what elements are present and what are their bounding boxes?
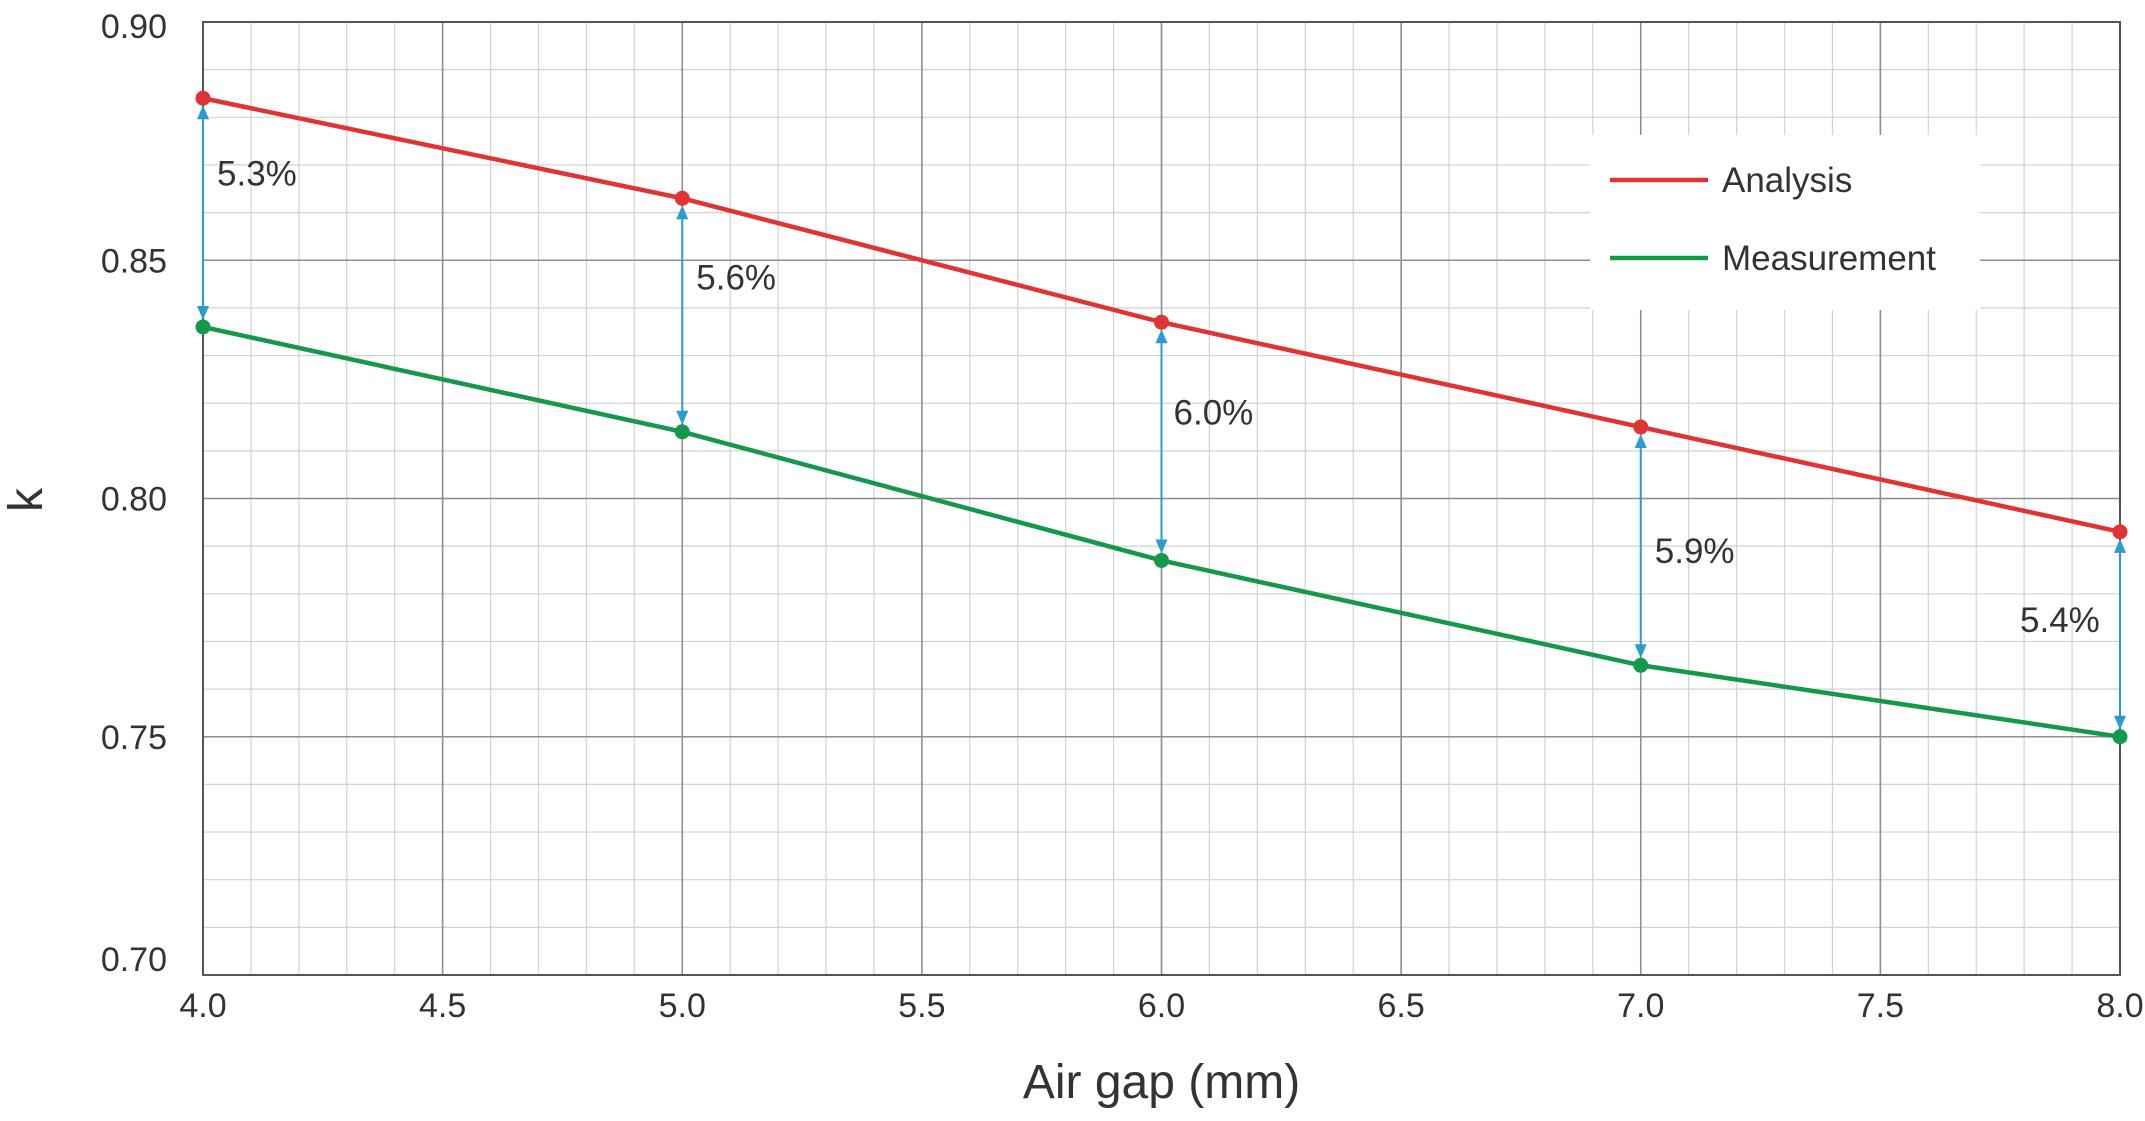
data-point-measurement	[2112, 729, 2128, 745]
y-tick-label: 0.70	[101, 941, 167, 979]
arrow-head-up	[676, 205, 689, 220]
arrow-head-down	[197, 305, 209, 320]
arrow-head-up	[1634, 434, 1647, 449]
x-axis-ticks: 4.0 4.5 5.0 5.5 6.0 6.5 7.0 7.5 8.0	[179, 987, 2143, 1025]
legend: Analysis Measurement	[1590, 135, 1980, 310]
data-point-analysis	[195, 90, 211, 106]
y-tick-label: 0.75	[101, 719, 167, 757]
series-layer	[195, 90, 2128, 745]
y-tick-label: 0.90	[101, 8, 167, 46]
x-tick-label: 4.0	[179, 987, 226, 1025]
x-tick-label: 6.0	[1138, 987, 1185, 1025]
x-tick-label: 4.5	[419, 987, 466, 1025]
x-tick-label: 7.0	[1617, 987, 1664, 1025]
arrow-head-down	[2114, 715, 2126, 730]
x-tick-label: 5.0	[659, 987, 706, 1025]
legend-background	[1590, 135, 1980, 310]
x-tick-label: 7.5	[1857, 987, 1904, 1025]
x-tick-label: 6.5	[1377, 987, 1424, 1025]
arrow-head-up	[2114, 538, 2126, 553]
x-tick-label: 5.5	[898, 987, 945, 1025]
arrow-head-down	[676, 410, 689, 425]
data-point-measurement	[195, 319, 211, 335]
data-point-analysis	[674, 190, 690, 206]
x-axis-title: Air gap (mm)	[1023, 1056, 1300, 1109]
y-tick-label: 0.80	[101, 481, 167, 519]
data-point-measurement	[1633, 657, 1649, 673]
y-tick-label: 0.85	[101, 242, 167, 280]
difference-label: 5.9%	[1655, 532, 1735, 571]
data-point-measurement	[674, 424, 690, 440]
arrow-head-down	[1155, 539, 1168, 554]
legend-label-measurement: Measurement	[1722, 239, 1936, 278]
data-point-measurement	[1154, 552, 1169, 568]
y-axis-title: k	[0, 487, 53, 512]
difference-label: 5.3%	[217, 155, 297, 194]
arrow-head-up	[1155, 329, 1168, 344]
difference-label: 5.6%	[696, 259, 776, 298]
x-tick-label: 8.0	[2096, 987, 2143, 1025]
difference-annotations: 5.3% 5.6% 6.0% 5.9% 5.4%	[197, 105, 2126, 730]
difference-label: 5.4%	[2020, 601, 2100, 640]
data-point-analysis	[1154, 314, 1169, 330]
legend-label-analysis: Analysis	[1722, 161, 1852, 200]
plot-frame	[202, 21, 2121, 976]
difference-label: 6.0%	[1174, 394, 1254, 433]
y-axis-ticks: 0.70 0.75 0.80 0.85 0.90	[101, 8, 167, 979]
arrow-head-up	[197, 105, 209, 120]
data-point-analysis	[2112, 524, 2128, 540]
arrow-head-down	[1634, 644, 1647, 659]
data-point-analysis	[1633, 419, 1649, 435]
